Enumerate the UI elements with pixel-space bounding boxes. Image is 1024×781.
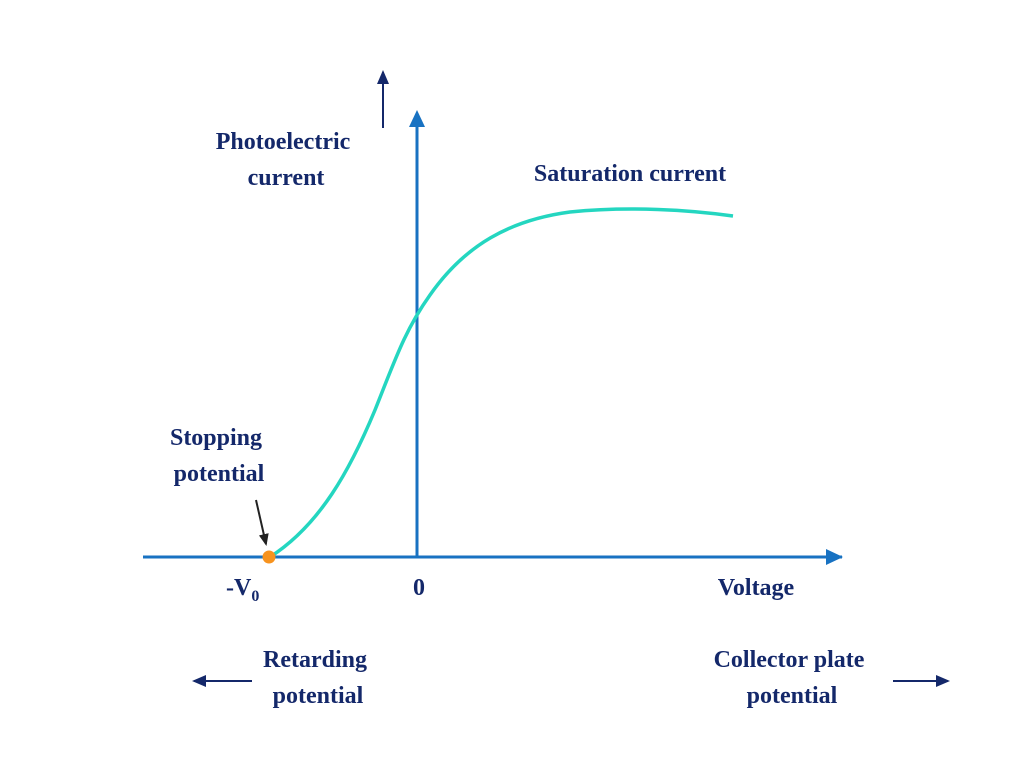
retarding-label: Retarding potential (263, 647, 373, 709)
label-line: Stopping (170, 425, 262, 451)
y-axis-arrow (409, 110, 425, 127)
stopping-point (262, 550, 276, 564)
label-subscript: 0 (251, 588, 259, 605)
label-line: potential (273, 683, 364, 709)
label-main: -V (226, 575, 252, 601)
label-line: current (248, 165, 325, 191)
label-line: Retarding (263, 647, 367, 673)
stopping-label: Stopping potential (170, 425, 268, 487)
label-line: Collector plate (714, 647, 865, 673)
label-line: potential (174, 461, 265, 487)
label-line: potential (747, 683, 838, 709)
label-line: Photoelectric (216, 129, 351, 155)
current-curve (269, 207, 734, 559)
saturation-label: Saturation current (534, 161, 726, 187)
collector-label: Collector plate potential (714, 647, 871, 709)
origin-label: 0 (413, 575, 425, 601)
y-axis-label: Photoelectric current (216, 129, 357, 191)
pointer-arrow (255, 499, 269, 546)
x-axis-label: Voltage (718, 575, 795, 601)
x-axis-arrow (826, 549, 843, 565)
stopping-point-label: -V0 (226, 575, 259, 605)
